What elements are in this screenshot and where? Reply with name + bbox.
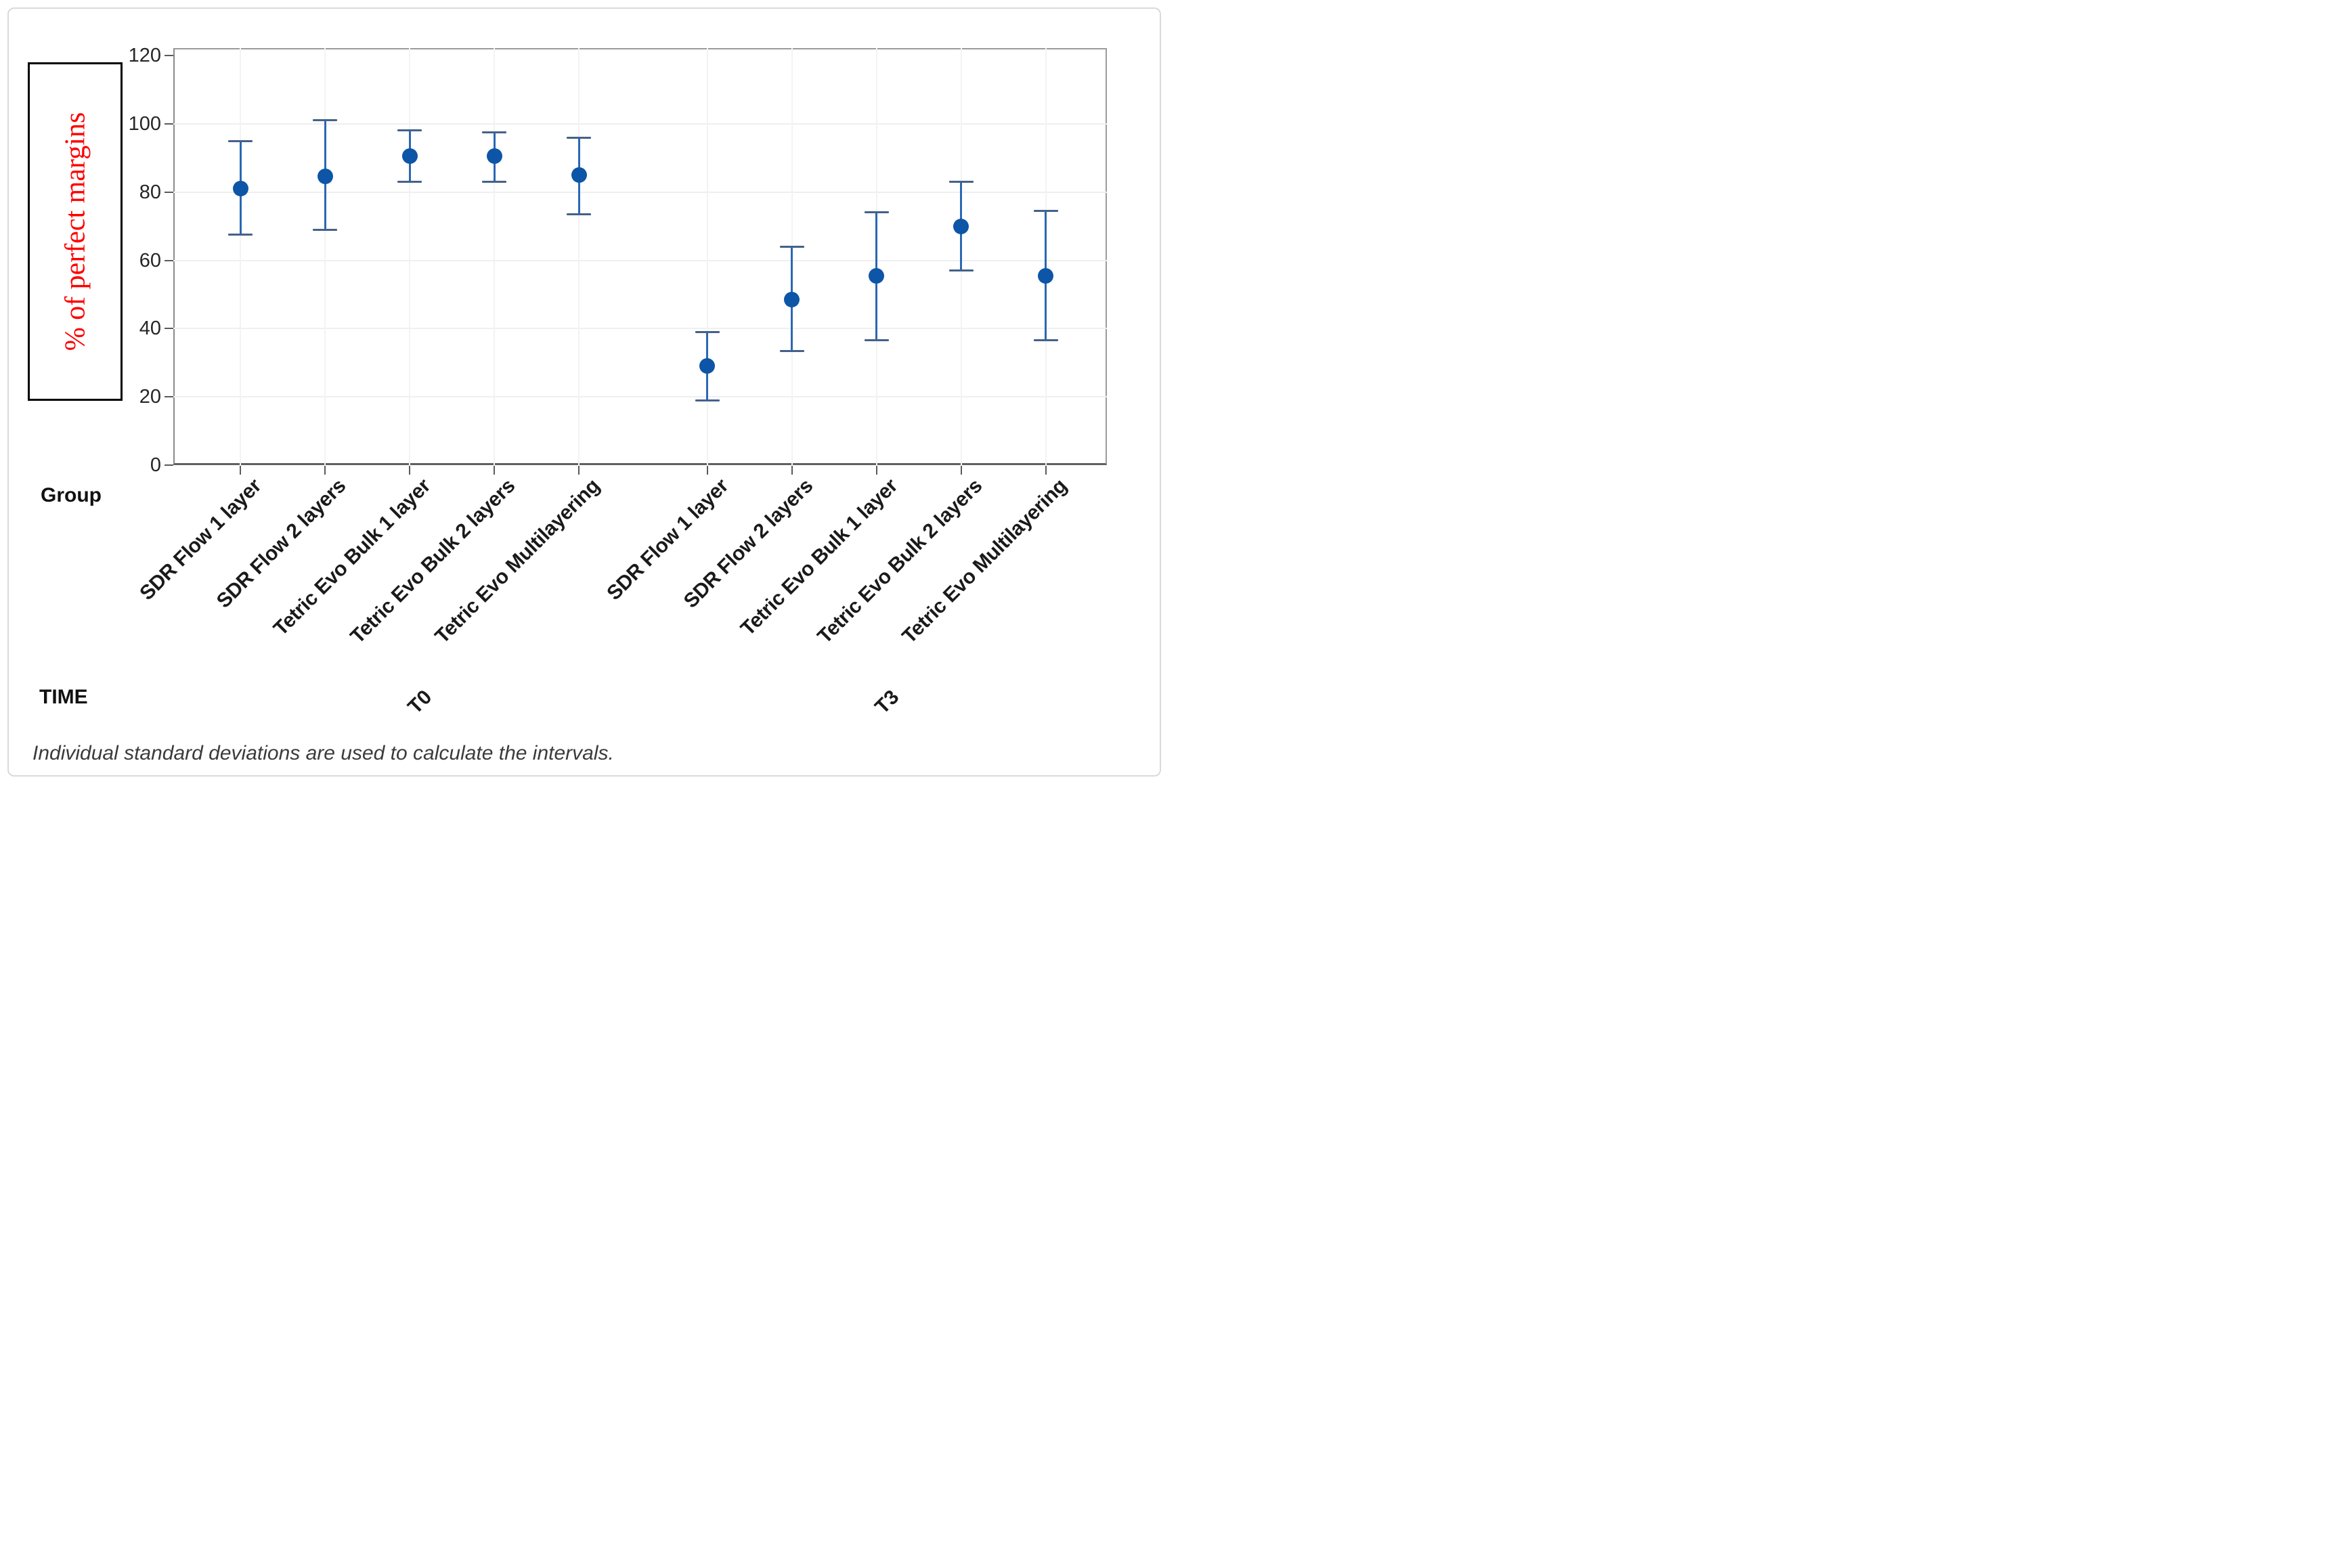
gridline-v bbox=[494, 48, 495, 465]
interval-cap-bottom bbox=[1033, 339, 1058, 342]
plot-area bbox=[173, 48, 1107, 465]
gridline-h bbox=[173, 191, 1107, 193]
y-axis-label-box: % of perfect margins bbox=[28, 62, 123, 401]
gridline-h bbox=[173, 259, 1107, 261]
y-tick-label: 60 bbox=[139, 249, 161, 271]
interval-cap-top bbox=[948, 181, 974, 183]
interval-cap-top bbox=[779, 245, 804, 248]
x-tick-mark bbox=[578, 466, 580, 475]
group-axis-caption: Group bbox=[41, 484, 102, 506]
y-tick-mark bbox=[165, 55, 173, 56]
interval-cap-bottom bbox=[567, 213, 591, 215]
interval-cap-top bbox=[228, 139, 253, 142]
x-tick-mark bbox=[324, 466, 326, 475]
interval-cap-bottom bbox=[864, 339, 889, 342]
interval-cap-bottom bbox=[779, 349, 804, 352]
interval-cap-bottom bbox=[228, 234, 253, 236]
footnote: Individual standard deviations are used … bbox=[32, 742, 614, 764]
interval-cap-top bbox=[695, 330, 720, 333]
gridline-v bbox=[240, 48, 241, 465]
y-tick-label: 80 bbox=[139, 181, 161, 203]
interval-cap-top bbox=[864, 211, 889, 214]
gridline-v bbox=[324, 48, 326, 465]
interval-cap-top bbox=[567, 136, 591, 139]
interval-cap-top bbox=[397, 129, 422, 132]
time-axis-caption: TIME bbox=[39, 686, 88, 708]
gridline-h bbox=[173, 396, 1107, 398]
x-tick-mark bbox=[960, 466, 962, 475]
x-tick-mark bbox=[409, 466, 410, 475]
gridline-v bbox=[409, 48, 410, 465]
y-tick-label: 120 bbox=[128, 45, 161, 66]
y-tick-label: 20 bbox=[139, 386, 161, 408]
interval-mean-marker bbox=[1038, 267, 1053, 284]
time-group-label: T3 bbox=[870, 686, 903, 719]
interval-mean-marker bbox=[784, 291, 800, 307]
gridline-v bbox=[578, 48, 580, 465]
interval-cap-top bbox=[1033, 209, 1058, 212]
y-tick-mark bbox=[165, 464, 173, 466]
interval-mean-marker bbox=[953, 218, 969, 234]
interval-mean-marker bbox=[486, 148, 502, 165]
x-tick-mark bbox=[494, 466, 495, 475]
gridline-h bbox=[173, 123, 1107, 125]
interval-cap-bottom bbox=[948, 269, 974, 272]
y-tick-mark bbox=[165, 191, 173, 193]
x-tick-mark bbox=[706, 466, 708, 475]
y-tick-label: 0 bbox=[150, 454, 161, 476]
y-tick-mark bbox=[165, 123, 173, 125]
y-tick-mark bbox=[165, 328, 173, 330]
interval-cap-top bbox=[482, 131, 506, 133]
y-tick-label: 40 bbox=[139, 318, 161, 340]
interval-mean-marker bbox=[571, 167, 587, 183]
x-tick-mark bbox=[240, 466, 241, 475]
interval-mean-marker bbox=[232, 181, 248, 197]
interval-mean-marker bbox=[401, 148, 418, 165]
x-tick-mark bbox=[791, 466, 793, 475]
interval-cap-bottom bbox=[695, 399, 720, 401]
interval-mean-marker bbox=[317, 169, 333, 185]
interval-plot-figure: { "figure": { "y_axis_label": "% of perf… bbox=[0, 0, 1168, 784]
interval-mean-marker bbox=[699, 358, 715, 374]
interval-cap-top bbox=[313, 119, 337, 122]
interval-cap-bottom bbox=[313, 228, 337, 231]
interval-mean-marker bbox=[869, 267, 884, 284]
y-tick-mark bbox=[165, 396, 173, 398]
y-axis-label: % of perfect margins bbox=[60, 112, 91, 351]
interval-cap-bottom bbox=[482, 181, 506, 183]
x-tick-mark bbox=[1045, 466, 1047, 475]
y-tick-mark bbox=[165, 259, 173, 261]
gridline-v bbox=[706, 48, 708, 465]
gridline-h bbox=[173, 328, 1107, 330]
interval-cap-bottom bbox=[397, 181, 422, 183]
y-tick-label: 100 bbox=[128, 112, 161, 135]
x-tick-mark bbox=[875, 466, 877, 475]
